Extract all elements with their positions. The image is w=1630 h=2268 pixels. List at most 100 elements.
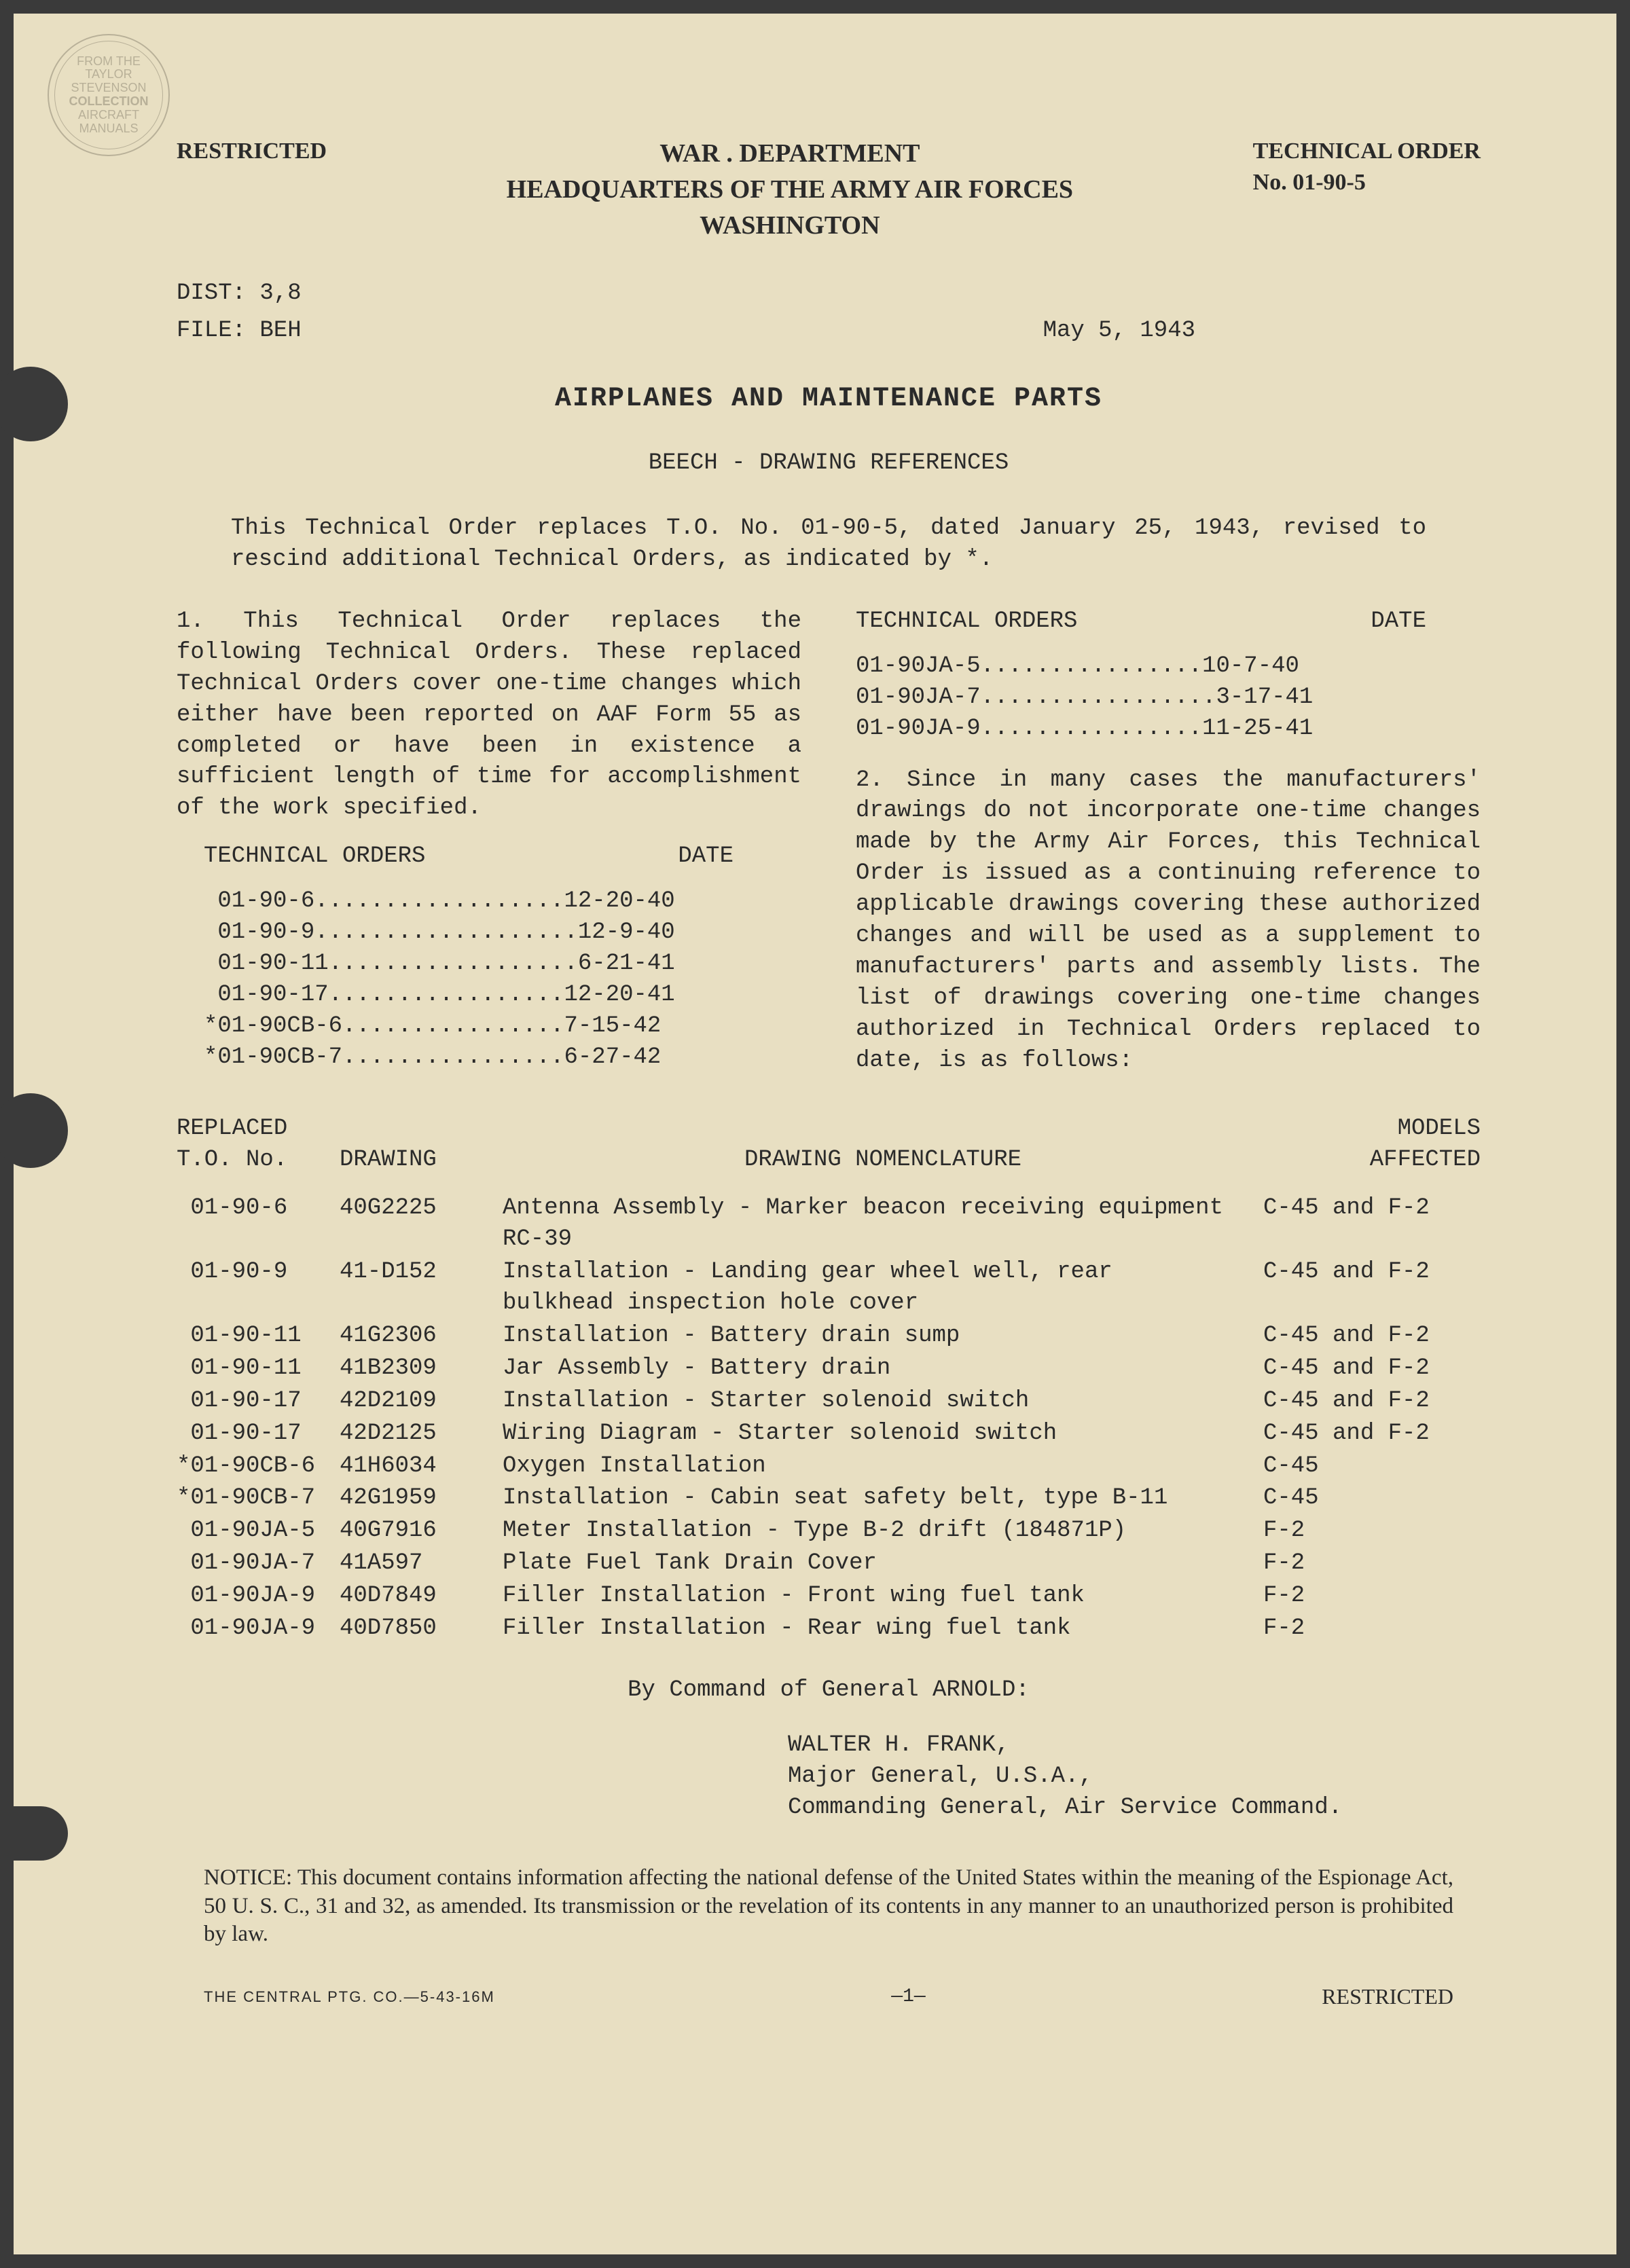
- dist-line: DIST: 3,8: [177, 278, 1481, 310]
- table-row: 01-90-941-D152Installation - Landing gea…: [177, 1257, 1481, 1319]
- watermark-text: TAYLOR: [85, 68, 132, 81]
- table-row: *01-90CB-641H6034Oxygen InstallationC-45: [177, 1451, 1481, 1482]
- td-to-number: 01-90-9: [177, 1257, 340, 1288]
- table-row: 01-90-1141B2309Jar Assembly - Battery dr…: [177, 1353, 1481, 1385]
- td-drawing-number: 41-D152: [340, 1257, 503, 1288]
- td-to-number: 01-90-11: [177, 1353, 340, 1385]
- footer-classification: RESTRICTED: [1322, 1982, 1453, 2011]
- td-nomenclature: Installation - Battery drain sump: [503, 1321, 1263, 1352]
- td-to-number: *01-90CB-6: [177, 1451, 340, 1482]
- table-header-row: REPLACED T.O. No. DRAWING DRAWING NOMENC…: [177, 1114, 1481, 1176]
- to-list-row: 01-90-11..................6-21-41: [204, 949, 801, 980]
- td-drawing-number: 41G2306: [340, 1321, 503, 1352]
- to-list-row: 01-90-9...................12-9-40: [204, 917, 801, 949]
- td-nomenclature: Installation - Cabin seat safety belt, t…: [503, 1483, 1263, 1514]
- td-models-affected: C-45: [1263, 1451, 1481, 1482]
- page-number: —1—: [891, 1984, 925, 2010]
- to-list-row: 01-90-17.................12-20-41: [204, 980, 801, 1011]
- to-list-row: *01-90CB-6................7-15-42: [204, 1011, 801, 1042]
- td-nomenclature: Installation - Landing gear wheel well, …: [503, 1257, 1263, 1319]
- td-drawing-number: 40G7916: [340, 1516, 503, 1547]
- two-column-section: 1. This Technical Order replaces the fol…: [177, 606, 1481, 1086]
- table-row: 01-90JA-741A597Plate Fuel Tank Drain Cov…: [177, 1548, 1481, 1579]
- watermark-text: MANUALS: [79, 122, 138, 136]
- td-drawing-number: 41H6034: [340, 1451, 503, 1482]
- table-row: 01-90-1742D2109Installation - Starter so…: [177, 1386, 1481, 1417]
- td-drawing-number: 42G1959: [340, 1483, 503, 1514]
- th-drawing: DRAWING: [340, 1114, 503, 1176]
- paragraph-1: 1. This Technical Order replaces the fol…: [177, 606, 801, 824]
- dept-line: WAR . DEPARTMENT: [507, 136, 1073, 172]
- watermark-text: AIRCRAFT: [78, 109, 139, 122]
- td-nomenclature: Installation - Starter solenoid switch: [503, 1386, 1263, 1417]
- td-drawing-number: 41A597: [340, 1548, 503, 1579]
- to-list-row: 01-90JA-7.................3-17-41: [856, 682, 1481, 714]
- td-models-affected: C-45 and F-2: [1263, 1386, 1481, 1417]
- td-nomenclature: Filler Installation - Front wing fuel ta…: [503, 1581, 1263, 1612]
- punch-hole: [0, 1093, 68, 1168]
- signature-block: WALTER H. FRANK, Major General, U.S.A., …: [788, 1730, 1481, 1824]
- td-models-affected: F-2: [1263, 1581, 1481, 1612]
- watermark-text: STEVENSON: [71, 81, 146, 95]
- document-title: AIRPLANES AND MAINTENANCE PARTS: [177, 381, 1481, 418]
- th-replaced: REPLACED T.O. No.: [177, 1114, 340, 1176]
- th-nomenclature: DRAWING NOMENCLATURE: [503, 1114, 1263, 1176]
- document-date: May 5, 1943: [1043, 316, 1481, 347]
- td-nomenclature: Oxygen Installation: [503, 1451, 1263, 1482]
- table-row: *01-90CB-742G1959Installation - Cabin se…: [177, 1483, 1481, 1514]
- td-drawing-number: 41B2309: [340, 1353, 503, 1385]
- td-to-number: 01-90JA-7: [177, 1548, 340, 1579]
- right-column: TECHNICAL ORDERS DATE 01-90JA-5.........…: [856, 606, 1481, 1086]
- td-models-affected: C-45 and F-2: [1263, 1257, 1481, 1288]
- document-page: FROM THE TAYLOR STEVENSON COLLECTION AIR…: [14, 14, 1616, 2254]
- th-models: MODELS AFFECTED: [1263, 1114, 1481, 1176]
- page-footer: THE CENTRAL PTG. CO.—5-43-16M —1— RESTRI…: [177, 1982, 1481, 2011]
- punch-hole: [7, 1806, 68, 1861]
- td-models-affected: F-2: [1263, 1516, 1481, 1547]
- td-drawing-number: 40G2225: [340, 1193, 503, 1224]
- to-list-header: TECHNICAL ORDERS DATE: [856, 606, 1481, 638]
- to-list-right: 01-90JA-5................10-7-4001-90JA-…: [856, 651, 1481, 745]
- table-row: 01-90JA-940D7850Filler Installation - Re…: [177, 1613, 1481, 1645]
- department-header: WAR . DEPARTMENT HEADQUARTERS OF THE ARM…: [507, 136, 1073, 244]
- td-to-number: 01-90-11: [177, 1321, 340, 1352]
- to-date-label: DATE: [678, 841, 801, 873]
- to-list-row: *01-90CB-7................6-27-42: [204, 1042, 801, 1074]
- td-nomenclature: Filler Installation - Rear wing fuel tan…: [503, 1613, 1263, 1645]
- table-body: 01-90-640G2225Antenna Assembly - Marker …: [177, 1193, 1481, 1644]
- document-subtitle: BEECH - DRAWING REFERENCES: [177, 448, 1481, 479]
- watermark-text: FROM THE: [77, 55, 141, 69]
- table-row: 01-90-1141G2306Installation - Battery dr…: [177, 1321, 1481, 1352]
- file-line: FILE: BEH: [177, 316, 302, 347]
- dept-line: WASHINGTON: [507, 208, 1073, 244]
- punch-hole: [0, 367, 68, 441]
- td-to-number: 01-90JA-9: [177, 1581, 340, 1612]
- dept-line: HEADQUARTERS OF THE ARMY AIR FORCES: [507, 172, 1073, 208]
- th-text: REPLACED: [177, 1114, 340, 1145]
- th-text: T.O. No.: [177, 1145, 340, 1176]
- watermark-inner: FROM THE TAYLOR STEVENSON COLLECTION AIR…: [54, 41, 163, 149]
- intro-paragraph: This Technical Order replaces T.O. No. 0…: [177, 513, 1481, 576]
- security-notice: NOTICE: This document contains informati…: [177, 1864, 1481, 1948]
- td-nomenclature: Antenna Assembly - Marker beacon receivi…: [503, 1193, 1263, 1256]
- td-to-number: 01-90JA-5: [177, 1516, 340, 1547]
- signature-rank: Major General, U.S.A.,: [788, 1761, 1481, 1793]
- to-list-header: TECHNICAL ORDERS DATE: [204, 841, 801, 873]
- to-list-row: 01-90JA-5................10-7-40: [856, 651, 1481, 682]
- table-row: 01-90-640G2225Antenna Assembly - Marker …: [177, 1193, 1481, 1256]
- th-text: AFFECTED: [1263, 1145, 1481, 1176]
- table-row: 01-90JA-940D7849Filler Installation - Fr…: [177, 1581, 1481, 1612]
- to-date-label: DATE: [1371, 606, 1481, 638]
- to-list-row: 01-90JA-9................11-25-41: [856, 714, 1481, 745]
- td-nomenclature: Plate Fuel Tank Drain Cover: [503, 1548, 1263, 1579]
- to-list-left: 01-90-6..................12-20-40 01-90-…: [204, 886, 801, 1073]
- td-nomenclature: Jar Assembly - Battery drain: [503, 1353, 1263, 1385]
- tech-order-number: No. 01-90-5: [1253, 167, 1481, 198]
- td-to-number: 01-90-17: [177, 1419, 340, 1450]
- td-models-affected: F-2: [1263, 1613, 1481, 1645]
- table-row: 01-90-1742D2125Wiring Diagram - Starter …: [177, 1419, 1481, 1450]
- td-nomenclature: Meter Installation - Type B-2 drift (184…: [503, 1516, 1263, 1547]
- collection-watermark: FROM THE TAYLOR STEVENSON COLLECTION AIR…: [48, 34, 170, 156]
- td-drawing-number: 40D7850: [340, 1613, 503, 1645]
- signature-name: WALTER H. FRANK,: [788, 1730, 1481, 1761]
